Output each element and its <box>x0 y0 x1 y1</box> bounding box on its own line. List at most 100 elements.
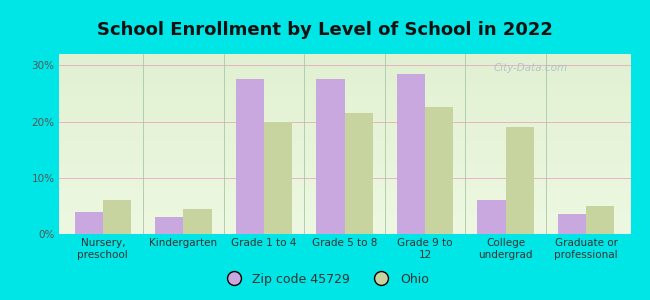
Bar <box>155 217 183 234</box>
Bar <box>58 187 630 189</box>
Bar <box>58 130 630 131</box>
Bar <box>58 148 630 149</box>
Bar <box>58 139 630 140</box>
Bar <box>58 61 630 63</box>
Bar <box>397 74 425 234</box>
Bar <box>58 112 630 113</box>
Bar <box>58 203 630 205</box>
Bar <box>58 223 630 225</box>
Bar <box>58 191 630 193</box>
Bar <box>506 127 534 234</box>
Bar <box>58 140 630 142</box>
Bar <box>58 99 630 101</box>
Bar <box>58 202 630 203</box>
Bar <box>58 220 630 221</box>
Bar <box>58 200 630 202</box>
Bar <box>58 149 630 151</box>
Bar <box>586 206 614 234</box>
Bar <box>264 122 292 234</box>
Bar <box>58 160 630 162</box>
Bar <box>58 155 630 157</box>
Bar <box>58 97 630 99</box>
Bar <box>58 198 630 200</box>
Bar <box>58 122 630 124</box>
Bar <box>58 144 630 146</box>
Bar <box>58 58 630 59</box>
Bar <box>58 83 630 85</box>
Bar <box>58 54 630 56</box>
Bar <box>58 115 630 117</box>
Bar <box>58 72 630 74</box>
Bar <box>58 81 630 83</box>
Bar <box>58 79 630 81</box>
Bar <box>58 157 630 158</box>
Bar <box>58 196 630 198</box>
Bar <box>58 104 630 106</box>
Bar <box>58 205 630 207</box>
Bar <box>58 221 630 223</box>
Bar <box>58 193 630 194</box>
Bar <box>58 178 630 180</box>
Bar <box>103 200 131 234</box>
Bar <box>58 63 630 65</box>
Bar <box>58 162 630 164</box>
Bar <box>58 173 630 175</box>
Bar <box>58 67 630 68</box>
Bar <box>58 103 630 104</box>
Bar <box>58 166 630 167</box>
Text: City-Data.com: City-Data.com <box>493 63 567 73</box>
Bar <box>58 77 630 79</box>
Bar <box>58 76 630 77</box>
Bar <box>58 167 630 169</box>
Bar <box>58 113 630 115</box>
Bar <box>425 107 453 234</box>
Bar <box>58 225 630 227</box>
Bar <box>58 169 630 171</box>
Bar <box>58 68 630 70</box>
Bar <box>58 175 630 176</box>
Bar <box>58 101 630 103</box>
Bar <box>58 229 630 230</box>
Bar <box>58 218 630 220</box>
Legend: Zip code 45729, Ohio: Zip code 45729, Ohio <box>216 268 434 291</box>
Bar <box>58 124 630 126</box>
Bar <box>58 185 630 187</box>
Bar <box>58 176 630 178</box>
Bar <box>58 56 630 58</box>
Bar <box>58 110 630 112</box>
Bar <box>58 121 630 122</box>
Bar <box>58 158 630 160</box>
Bar <box>58 74 630 76</box>
Bar <box>58 126 630 128</box>
Bar <box>58 85 630 86</box>
Bar <box>58 108 630 110</box>
Bar <box>558 214 586 234</box>
Bar <box>58 128 630 130</box>
Bar <box>58 171 630 173</box>
Bar <box>58 106 630 108</box>
Bar <box>317 79 345 234</box>
Bar <box>58 209 630 211</box>
Bar <box>58 119 630 121</box>
Bar <box>58 227 630 229</box>
Bar <box>58 133 630 135</box>
Bar <box>58 230 630 232</box>
Bar <box>344 113 372 234</box>
Bar <box>58 182 630 184</box>
Bar <box>478 200 506 234</box>
Bar <box>58 70 630 72</box>
Bar <box>58 207 630 209</box>
Bar <box>75 212 103 234</box>
Bar <box>58 137 630 139</box>
Bar <box>58 90 630 92</box>
Bar <box>58 95 630 97</box>
Bar <box>58 92 630 94</box>
Bar <box>58 94 630 95</box>
Bar <box>58 212 630 214</box>
Text: School Enrollment by Level of School in 2022: School Enrollment by Level of School in … <box>97 21 553 39</box>
Bar <box>58 59 630 61</box>
Bar <box>58 216 630 218</box>
Bar <box>58 214 630 216</box>
Bar <box>58 180 630 182</box>
Bar <box>183 209 211 234</box>
